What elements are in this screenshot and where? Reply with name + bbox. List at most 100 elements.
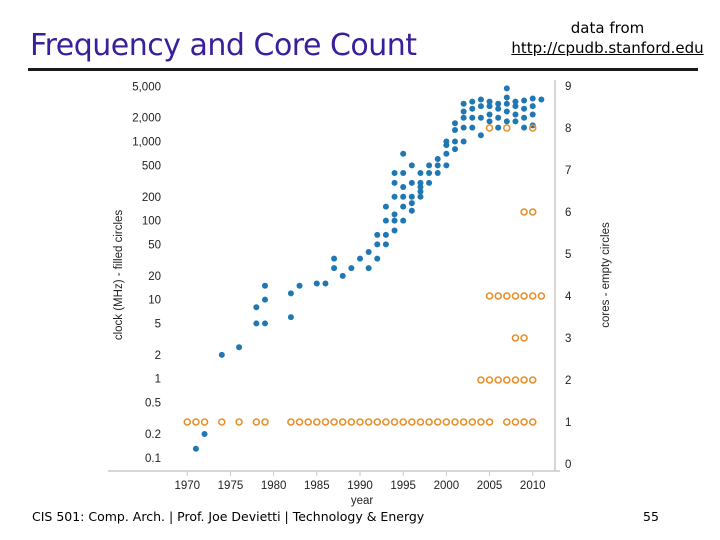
core-point <box>390 418 399 426</box>
clock-point <box>469 124 476 131</box>
clock-point <box>477 96 484 103</box>
clock-point <box>262 320 268 327</box>
clock-point <box>443 150 450 157</box>
core-point <box>183 418 192 426</box>
core-point <box>528 292 537 300</box>
clock-point <box>382 241 389 248</box>
clock-point <box>331 255 338 262</box>
x-tick-label: 1990 <box>347 480 373 492</box>
left-tick-label: 2,000 <box>132 113 161 125</box>
clock-point <box>201 430 208 437</box>
clock-point <box>391 179 398 186</box>
core-point <box>511 334 520 342</box>
x-tick-label: 2010 <box>520 480 546 492</box>
clock-point <box>374 231 381 238</box>
clock-point <box>426 169 433 176</box>
clock-point <box>417 169 424 176</box>
left-tick-label: 10 <box>148 295 161 307</box>
page-number: 55 <box>643 509 659 524</box>
core-point <box>520 334 528 342</box>
core-point <box>503 124 511 132</box>
clock-point <box>391 211 398 218</box>
core-point <box>382 418 390 426</box>
core-point <box>494 376 502 384</box>
slide-title: Frequency and Core Count <box>30 28 417 63</box>
clock-point <box>322 280 329 287</box>
slide-footer: CIS 501: Comp. Arch. | Prof. Joe Deviett… <box>32 509 425 524</box>
clock-point <box>460 114 467 121</box>
clock-point <box>495 124 502 131</box>
core-point <box>399 418 407 426</box>
clock-point <box>460 138 467 145</box>
core-point <box>520 418 528 426</box>
left-tick-label: 5,000 <box>132 81 161 93</box>
left-tick-label: 50 <box>148 239 161 251</box>
clock-point <box>521 114 528 121</box>
clock-point <box>408 162 415 169</box>
core-point <box>218 418 226 426</box>
core-point <box>485 292 494 300</box>
clock-point <box>434 169 441 176</box>
left-axis-label: clock (MHz) - filled circles <box>113 210 125 341</box>
clock-point <box>417 183 424 190</box>
right-tick-label: 9 <box>565 81 571 93</box>
clock-point <box>417 193 424 200</box>
core-point <box>200 418 209 426</box>
core-point <box>503 418 511 426</box>
clock-point <box>477 132 484 139</box>
clock-point <box>452 120 458 127</box>
clock-point <box>357 255 363 262</box>
core-point <box>528 376 537 384</box>
clock-point <box>477 114 484 121</box>
core-point <box>313 418 321 426</box>
clock-point <box>391 217 398 224</box>
core-point <box>528 418 537 426</box>
clock-point <box>408 179 415 186</box>
clock-point <box>486 98 493 105</box>
data-source: data from http://cpudb.stanford.edu <box>495 18 720 58</box>
left-tick-label: 2 <box>155 350 161 362</box>
clock-point <box>512 111 519 118</box>
clock-point <box>382 203 389 210</box>
x-tick-label: 1970 <box>174 480 200 492</box>
clock-point <box>495 105 502 112</box>
clock-point <box>495 100 502 107</box>
clock-point <box>408 200 415 207</box>
core-point <box>252 418 261 426</box>
clock-point <box>512 118 519 125</box>
clock-point <box>426 179 433 186</box>
clock-point <box>460 124 467 131</box>
core-point <box>503 376 511 384</box>
core-point <box>295 418 304 426</box>
right-tick-label: 4 <box>565 291 572 303</box>
x-tick-label: 1995 <box>390 480 416 492</box>
core-point <box>511 292 520 300</box>
clock-point <box>460 108 467 115</box>
core-point <box>261 418 269 426</box>
clock-point <box>417 188 424 195</box>
left-tick-label: 5 <box>155 318 161 330</box>
core-point <box>373 418 382 426</box>
core-point <box>477 376 485 384</box>
x-tick-label: 1985 <box>304 480 330 492</box>
clock-point <box>521 124 528 131</box>
source-link[interactable]: http://cpudb.stanford.edu <box>511 39 704 57</box>
left-tick-label: 0.1 <box>145 453 161 465</box>
clock-point <box>391 227 398 234</box>
x-tick-label: 2000 <box>434 480 460 492</box>
x-tick-label: 1975 <box>218 480 244 492</box>
core-point <box>503 292 511 300</box>
clock-point <box>313 280 320 287</box>
clock-point <box>417 179 424 186</box>
source-prefix: data from <box>570 19 645 37</box>
clock-point <box>503 108 510 115</box>
clock-point <box>512 103 519 110</box>
clock-point <box>529 111 536 118</box>
clock-point <box>443 162 450 169</box>
left-tick-label: 1,000 <box>132 137 161 149</box>
clock-point <box>521 97 528 104</box>
clock-point <box>408 193 415 200</box>
clock-point <box>262 296 268 303</box>
right-tick-label: 1 <box>565 417 571 429</box>
